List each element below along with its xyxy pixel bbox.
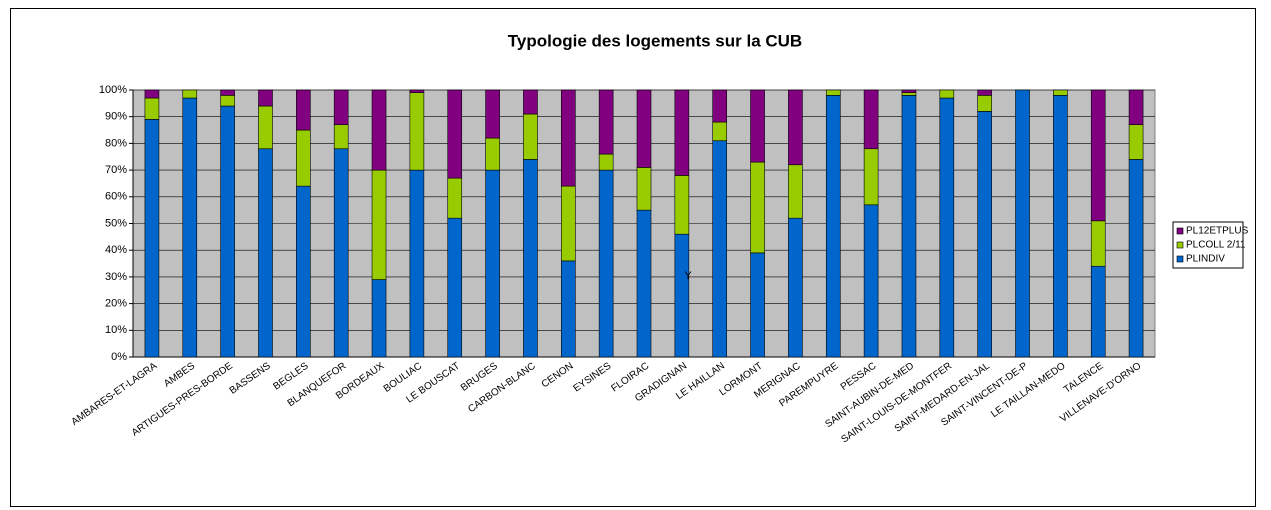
- legend-label: PLINDIV: [1186, 254, 1225, 265]
- bar-segment: [523, 113, 538, 160]
- bar-segment: [296, 129, 311, 187]
- legend-swatch: [1176, 227, 1184, 235]
- bar-segment: [258, 105, 273, 150]
- bar-segment: [333, 124, 349, 150]
- bar-segment: [1128, 89, 1144, 126]
- bar-segment: [750, 252, 765, 358]
- bar-segment: [712, 140, 728, 358]
- bar-segment: [636, 167, 652, 211]
- bar-segment: [977, 95, 992, 112]
- bar-segment: [788, 164, 803, 219]
- bar-segment: [447, 177, 463, 219]
- bar-segment: [1090, 220, 1106, 267]
- y-tick-label: 90%: [105, 111, 127, 123]
- bar-segment: [712, 89, 728, 123]
- bar-segment: [485, 137, 500, 171]
- bar-segment: [1128, 124, 1144, 160]
- bar-segment: [598, 89, 614, 155]
- bar-segment: [674, 175, 690, 235]
- bar-segment: [863, 148, 879, 206]
- y-tick-label: 0%: [111, 351, 127, 363]
- bar-segment: [560, 89, 576, 187]
- bar-segment: [825, 95, 841, 358]
- bar-segment: [636, 89, 652, 168]
- bar-segment: [1053, 95, 1068, 358]
- bar-segment: [863, 89, 879, 150]
- bar-segment: [750, 89, 765, 163]
- y-tick-label: 30%: [105, 271, 127, 283]
- bar-segment: [371, 89, 387, 171]
- bar-segment: [750, 161, 765, 254]
- bar-segment: [598, 153, 614, 171]
- bar-segment: [296, 185, 311, 358]
- bar-segment: [333, 89, 349, 126]
- bar-segment: [901, 89, 917, 93]
- bar-segment: [220, 105, 235, 358]
- bar-segment: [409, 89, 425, 93]
- bar-segment: [409, 169, 425, 358]
- bar-segment: [977, 89, 992, 96]
- bar-segment: [1090, 265, 1106, 358]
- bar-segment: [560, 260, 576, 358]
- y-tick-label: 70%: [105, 164, 127, 176]
- bar-segment: [674, 89, 690, 176]
- bar-segment: [598, 169, 614, 358]
- bar-segment: [182, 89, 198, 99]
- bar-segment: [220, 95, 235, 107]
- bar-segment: [333, 148, 349, 358]
- bar-segment: [258, 148, 273, 358]
- y-tick-label: 10%: [105, 324, 127, 336]
- bar-segment: [409, 92, 425, 171]
- bar-segment: [296, 89, 311, 131]
- bar-segment: [901, 92, 917, 96]
- y-tick-label: 80%: [105, 137, 127, 149]
- legend-swatch: [1176, 241, 1184, 249]
- bar-segment: [1128, 159, 1144, 358]
- bar-segment: [1090, 89, 1106, 222]
- bar-segment: [485, 89, 500, 139]
- bar-segment: [939, 89, 955, 99]
- y-tick-label: 20%: [105, 298, 127, 310]
- bar-segment: [371, 279, 387, 358]
- bar-segment: [1053, 89, 1068, 96]
- bar-segment: [182, 97, 198, 358]
- bar-segment: [977, 111, 992, 358]
- bar-segment: [560, 185, 576, 262]
- y-tick-label: 60%: [105, 191, 127, 203]
- bar-segment: [863, 204, 879, 358]
- y-tick-label: 50%: [105, 217, 127, 229]
- bar-segment: [523, 159, 538, 358]
- bar-segment: [939, 97, 955, 358]
- bar-segment: [447, 89, 463, 179]
- legend-label: PLCOLL 2/11: [1186, 240, 1246, 251]
- bar-segment: [371, 169, 387, 280]
- bar-segment: [144, 97, 160, 120]
- bar-segment: [447, 217, 463, 358]
- bar-segment: [788, 89, 803, 166]
- bar-segment: [485, 169, 500, 358]
- bar-segment: [144, 89, 160, 99]
- bar-segment: [144, 119, 160, 358]
- bar-segment: [523, 89, 538, 115]
- legend-swatch: [1176, 255, 1184, 263]
- legend-box: [1172, 221, 1244, 269]
- bar-segment: [788, 217, 803, 358]
- bar-segment: [712, 121, 728, 142]
- annotation: Y: [684, 270, 692, 282]
- bar-segment: [220, 89, 235, 96]
- bar-segment: [258, 89, 273, 107]
- bar-segment: [636, 209, 652, 358]
- chart-title: Typologie des logements sur la CUB: [508, 31, 802, 50]
- legend-label: PL12ETPLUS: [1186, 226, 1249, 237]
- y-tick-label: 100%: [99, 84, 127, 96]
- bar-segment: [825, 89, 841, 96]
- bar-segment: [674, 233, 690, 358]
- bar-segment: [901, 95, 917, 358]
- y-tick-label: 40%: [105, 244, 127, 256]
- bar-segment: [1015, 89, 1030, 358]
